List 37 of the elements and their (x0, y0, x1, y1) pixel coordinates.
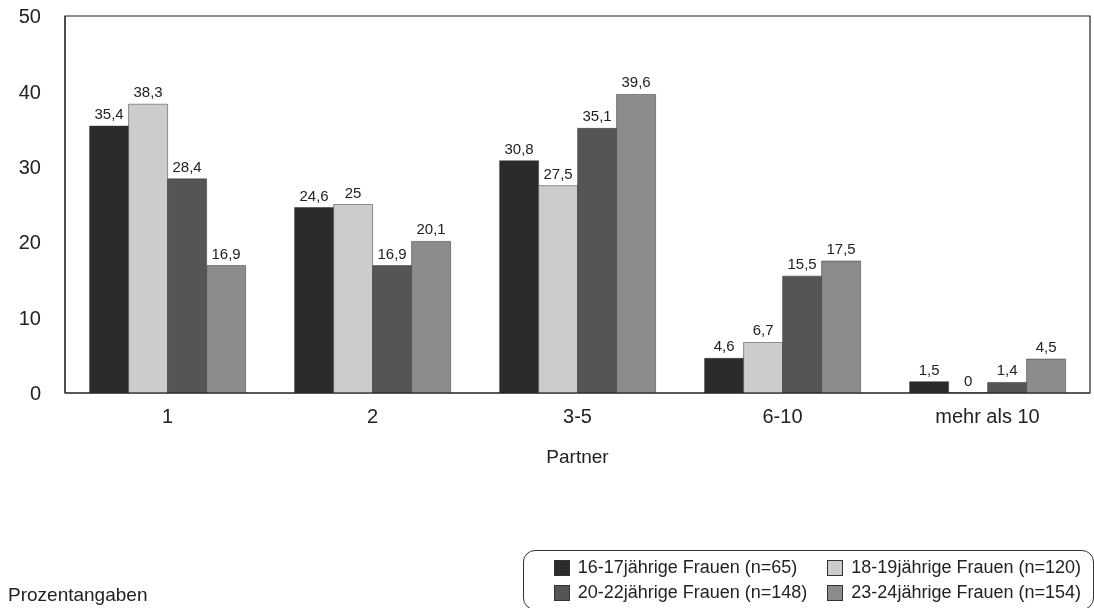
data-label: 25 (344, 183, 362, 201)
data-label: 4,6 (713, 337, 735, 355)
y-tick-label: 30 (18, 155, 41, 178)
data-label: 27,5 (543, 164, 573, 182)
data-label: 39,6 (621, 73, 651, 91)
data-label: 1,4 (996, 361, 1018, 379)
legend-label: 18-19jährige Frauen (n=120) (851, 557, 1081, 578)
legend-label: 20-22jährige Frauen (n=148) (577, 582, 808, 603)
text: Prozentangaben (8, 584, 148, 606)
data-label: 16,9 (211, 244, 241, 262)
data-label: 24,6 (299, 186, 329, 204)
y-tick-label: 10 (18, 306, 41, 329)
data-label: 15,5 (787, 255, 817, 273)
x-tick-label: mehr als 10 (935, 405, 1040, 428)
legend-label: 23-24jährige Frauen (n=154) (851, 582, 1081, 603)
x-tick-label: 3-5 (563, 405, 592, 428)
data-label: 28,4 (172, 157, 202, 175)
data-label: 16,9 (377, 244, 407, 262)
data-label: 1,5 (918, 360, 940, 378)
data-label: 30,8 (504, 139, 534, 157)
data-label: 20,1 (416, 220, 446, 238)
data-label: 17,5 (826, 240, 856, 258)
data-label: 4,5 (1035, 338, 1057, 356)
x-tick-label: 1 (161, 405, 174, 428)
data-label: 38,3 (133, 83, 163, 101)
y-tick-label: 0 (29, 382, 41, 405)
data-label: 35,4 (94, 105, 124, 123)
data-label: 35,1 (582, 107, 612, 125)
data-label: 0 (963, 371, 973, 389)
data-label: 6,7 (752, 321, 774, 339)
y-tick-label: 40 (18, 80, 41, 103)
x-tick-label: 6-10 (762, 405, 803, 428)
x-axis-title: Partner (546, 446, 610, 467)
x-tick-label: 2 (366, 405, 379, 428)
y-tick-label: 50 (18, 5, 41, 28)
y-tick-label: 20 (18, 231, 41, 254)
legend-label: 16-17jährige Frauen (n=65) (577, 557, 798, 578)
